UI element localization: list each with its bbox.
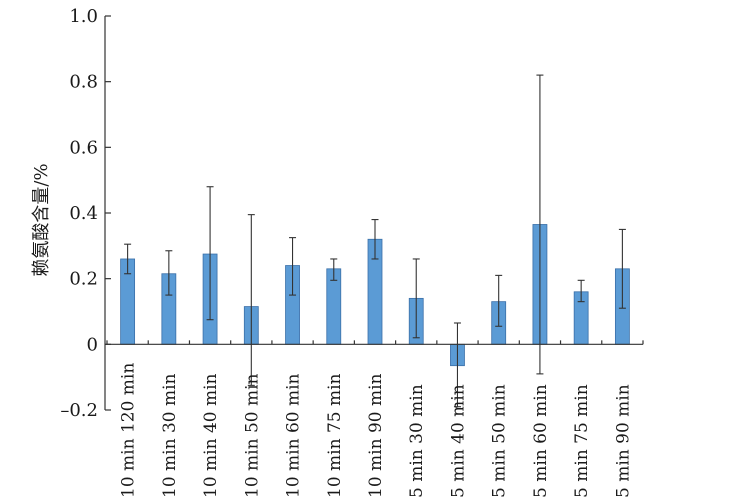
error-bar (495, 274, 503, 327)
error-bar (536, 74, 544, 375)
error-bar (165, 250, 173, 296)
x-tick-labels: 10 min 120 min 10 min 30 min 10 min 40 min… (119, 363, 634, 498)
x-tick-label: 10 min 60 min (284, 373, 304, 498)
y-tick-label: 0.2 (69, 269, 98, 290)
y-axis-title: 赖氨酸含量/% (31, 163, 52, 276)
error-bar (371, 219, 379, 260)
error-bar (247, 214, 255, 386)
x-tick-label: 5 min 40 min (448, 384, 468, 498)
error-bar (412, 258, 420, 339)
x-tick-label: 5 min 90 min (613, 384, 633, 498)
y-tick-label: –0.2 (60, 400, 98, 421)
y-tick-label: 0.4 (69, 203, 98, 224)
x-axis (105, 340, 644, 345)
error-bar (618, 228, 626, 309)
error-bar (289, 237, 297, 296)
x-tick-label: 10 min 75 min (325, 373, 345, 498)
x-tick-label: 5 min 75 min (572, 384, 592, 498)
x-tick-label: 5 min 30 min (407, 384, 427, 498)
x-tick-label: 5 min 50 min (490, 384, 510, 498)
x-tick-label: 10 min 120 min (119, 363, 139, 498)
x-tick-label: 5 min 60 min (531, 384, 551, 498)
error-bar (124, 243, 132, 275)
y-tick-label: 0.8 (69, 72, 98, 93)
error-bar (206, 186, 214, 321)
y-tick-label: 0 (87, 334, 98, 355)
error-bars-group (124, 74, 626, 408)
x-tick-label: 10 min 90 min (366, 373, 386, 498)
y-tick-label: 0.6 (69, 137, 98, 158)
error-bar (577, 279, 585, 303)
x-tick-label: 10 min 40 min (201, 373, 221, 498)
y-axis: –0.2 0 0.2 0.4 0.6 0.8 1.0 (60, 6, 111, 421)
x-tick-label: 10 min 50 min (242, 373, 262, 498)
error-bar (453, 322, 461, 408)
x-tick-label: 10 min 30 min (160, 373, 180, 498)
y-tick-label: 1.0 (69, 6, 98, 27)
error-bar (330, 258, 338, 281)
